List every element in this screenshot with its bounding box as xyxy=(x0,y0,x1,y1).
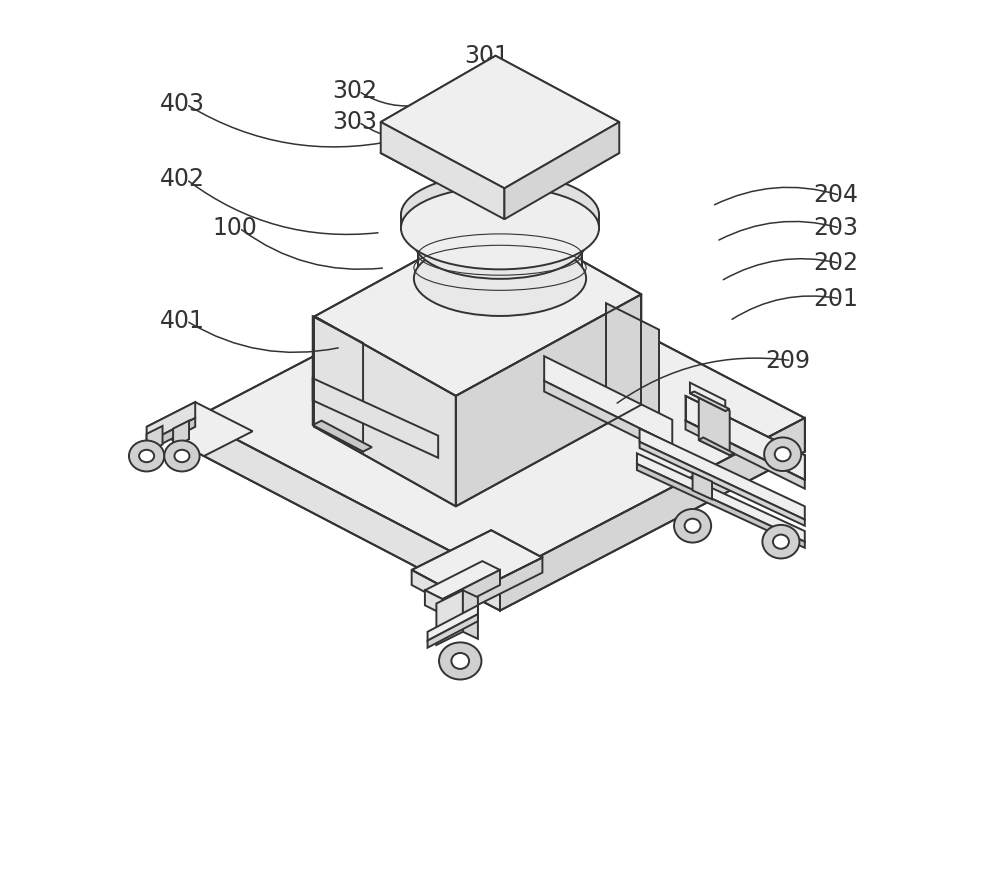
Polygon shape xyxy=(428,605,478,641)
Ellipse shape xyxy=(775,447,791,461)
Text: 203: 203 xyxy=(814,216,859,240)
Text: 403: 403 xyxy=(160,92,205,116)
Polygon shape xyxy=(436,590,463,645)
Polygon shape xyxy=(544,380,672,455)
Polygon shape xyxy=(418,241,582,278)
Ellipse shape xyxy=(129,441,164,471)
Polygon shape xyxy=(456,294,641,507)
Ellipse shape xyxy=(414,204,586,279)
Polygon shape xyxy=(606,303,659,436)
Text: 402: 402 xyxy=(160,167,205,191)
Polygon shape xyxy=(640,442,805,525)
Polygon shape xyxy=(195,418,500,611)
Ellipse shape xyxy=(685,518,701,533)
Polygon shape xyxy=(381,122,504,220)
Polygon shape xyxy=(428,614,478,648)
Polygon shape xyxy=(693,473,712,500)
Polygon shape xyxy=(463,590,478,639)
Ellipse shape xyxy=(451,653,469,669)
Text: 204: 204 xyxy=(814,183,859,207)
Polygon shape xyxy=(147,402,253,456)
Ellipse shape xyxy=(674,509,711,542)
Text: 100: 100 xyxy=(213,216,258,240)
Ellipse shape xyxy=(401,173,599,256)
Ellipse shape xyxy=(762,525,799,558)
Polygon shape xyxy=(147,402,195,443)
Polygon shape xyxy=(195,259,805,577)
Text: 301: 301 xyxy=(465,44,510,68)
Polygon shape xyxy=(699,396,730,455)
Polygon shape xyxy=(606,404,668,436)
Polygon shape xyxy=(637,453,805,541)
Polygon shape xyxy=(412,570,463,613)
Polygon shape xyxy=(544,356,672,444)
Polygon shape xyxy=(640,428,805,519)
Polygon shape xyxy=(463,557,542,613)
Polygon shape xyxy=(313,420,372,452)
Polygon shape xyxy=(173,420,189,447)
Polygon shape xyxy=(686,396,805,480)
Polygon shape xyxy=(425,590,443,614)
Ellipse shape xyxy=(174,450,189,462)
Polygon shape xyxy=(381,56,619,188)
Polygon shape xyxy=(314,316,456,507)
Text: 303: 303 xyxy=(332,110,377,134)
Polygon shape xyxy=(690,391,730,411)
Polygon shape xyxy=(425,561,500,599)
Ellipse shape xyxy=(414,241,586,316)
Polygon shape xyxy=(443,570,500,614)
Ellipse shape xyxy=(773,534,789,549)
Polygon shape xyxy=(314,215,641,396)
Ellipse shape xyxy=(764,437,801,471)
Text: 401: 401 xyxy=(160,308,205,332)
Polygon shape xyxy=(412,530,542,597)
Text: 201: 201 xyxy=(814,287,858,311)
Text: 202: 202 xyxy=(814,252,859,276)
Polygon shape xyxy=(504,122,619,220)
Polygon shape xyxy=(500,418,805,611)
Ellipse shape xyxy=(401,187,599,269)
Polygon shape xyxy=(637,464,805,548)
Ellipse shape xyxy=(439,643,481,679)
Polygon shape xyxy=(147,418,195,452)
Text: 302: 302 xyxy=(332,79,377,103)
Polygon shape xyxy=(686,420,805,489)
Ellipse shape xyxy=(139,450,154,462)
Ellipse shape xyxy=(164,441,200,471)
Polygon shape xyxy=(690,382,725,411)
Text: 209: 209 xyxy=(765,348,810,372)
Polygon shape xyxy=(699,437,734,455)
Polygon shape xyxy=(313,316,363,452)
Polygon shape xyxy=(147,426,163,453)
Polygon shape xyxy=(313,378,438,458)
